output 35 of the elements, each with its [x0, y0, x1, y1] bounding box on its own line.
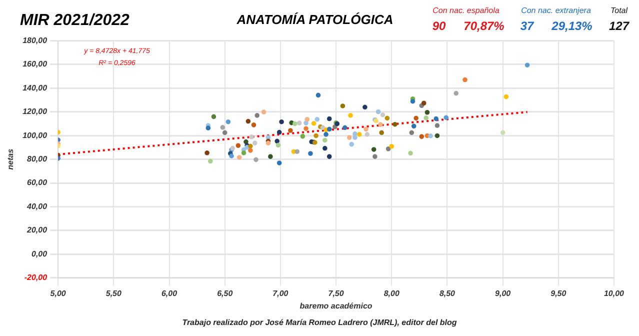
x-tick-label: 7,00 [272, 288, 289, 298]
chart-subtitle: MIR 2021/2022 [20, 12, 130, 30]
y-tick-label: 180,00 [22, 36, 48, 46]
y-tick-label: 100,00 [22, 130, 48, 140]
text: 29,13% [552, 19, 592, 33]
text: 90 [432, 19, 446, 33]
text: Total [610, 6, 628, 15]
x-tick-label: 9,50 [550, 288, 567, 298]
x-tick-label: 6,50 [217, 288, 234, 298]
chart-title: ANATOMÍA PATOLÓGICA [236, 12, 394, 27]
y-tick-label: 60,00 [27, 178, 48, 188]
x-tick-label: 6,00 [161, 288, 178, 298]
y-tick-label: 0,00 [31, 249, 48, 258]
x-tick-label: 5,00 [50, 288, 66, 298]
y-tick-label: 80,00 [27, 154, 48, 164]
y-tick-label: 40,00 [26, 202, 48, 211]
y-tick-label: 120,00 [22, 107, 48, 116]
text: Trabajo realizado por José María Romeo Ladrero (JMRL), editor del blog [182, 318, 457, 327]
x-tick-label: 7,50 [328, 288, 344, 298]
y-axis-title: netas [6, 148, 16, 170]
text: Con nac. española [432, 6, 500, 15]
y-tick-label: 20,00 [26, 226, 48, 235]
y-tick-label: 140,00 [22, 83, 48, 92]
x-tick-label: 8,50 [439, 288, 456, 298]
x-tick-label: 9,00 [495, 288, 512, 298]
y-tick-label: 160,00 [22, 60, 48, 69]
x-tick-label: 10,00 [604, 288, 625, 298]
text: 127 [608, 19, 630, 33]
y-tick-label: -20,00 [24, 273, 48, 282]
x-tick-label: 5,50 [106, 288, 122, 298]
text: Con nac. extranjera [521, 6, 591, 15]
x-axis-title: baremo académico [300, 301, 372, 310]
x-tick-label: 8,00 [384, 288, 400, 298]
text: 70,87% [464, 19, 504, 33]
text: 37 [520, 19, 534, 33]
